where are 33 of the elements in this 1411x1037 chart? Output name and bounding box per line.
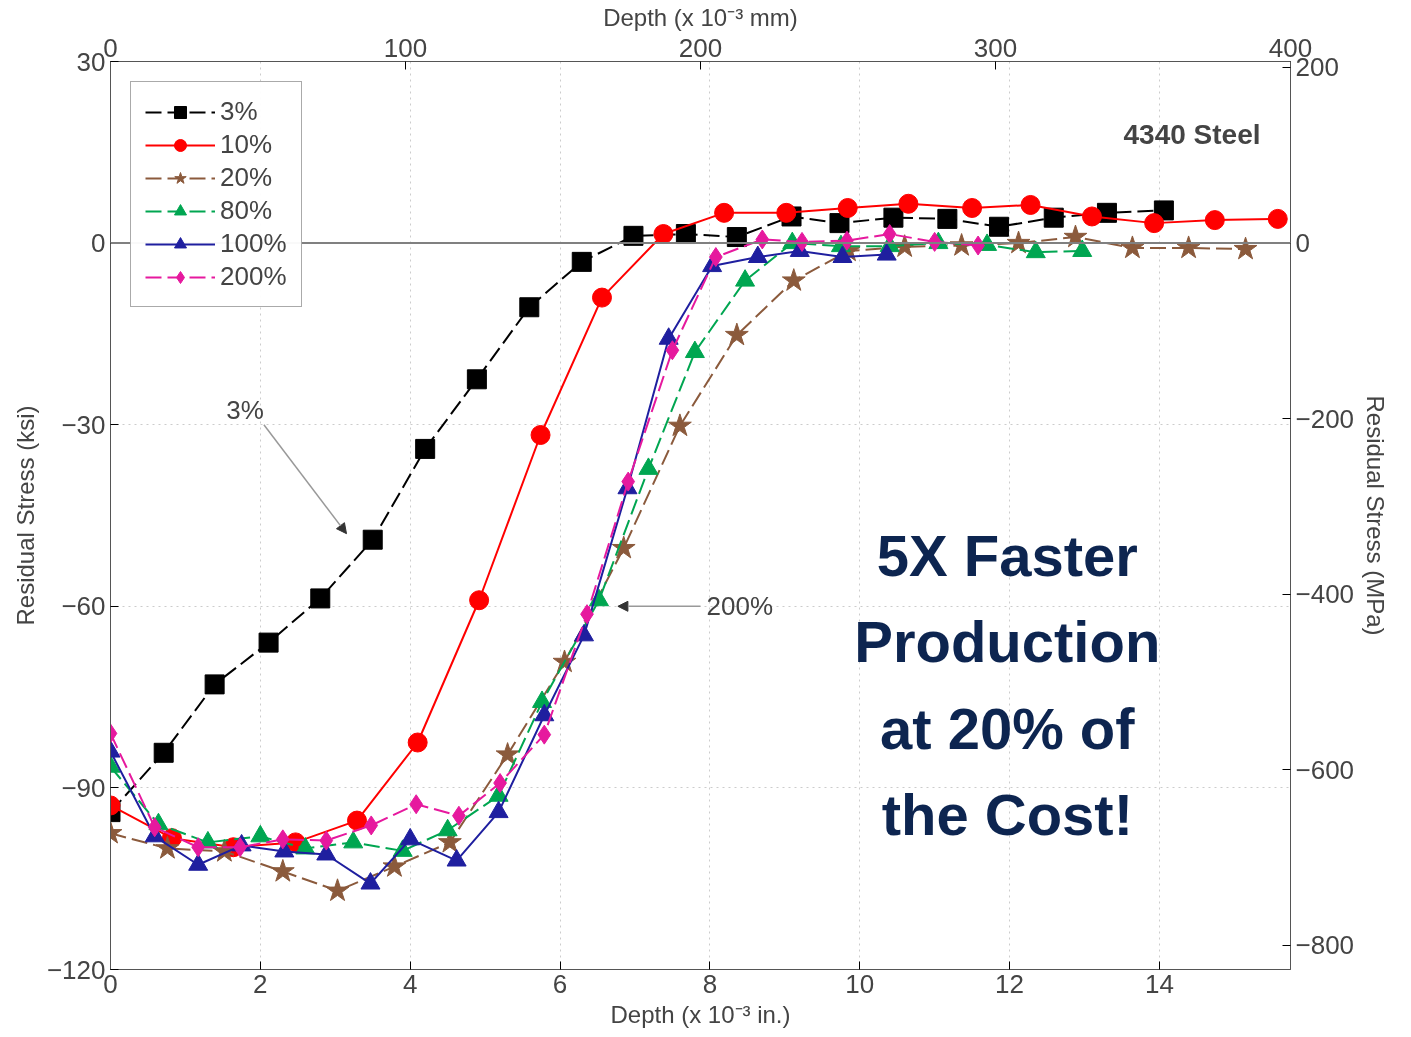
x2-tick-label: 300 bbox=[973, 32, 1018, 63]
x2-axis-title: Depth (x 10⁻³ mm) bbox=[603, 3, 798, 31]
y2-axis-title: Residual Stress (MPa) bbox=[1362, 395, 1390, 636]
annotation: 200% bbox=[706, 591, 773, 622]
y-tick-label: −90 bbox=[61, 772, 106, 803]
x-axis-title: Depth (x 10⁻³ in.) bbox=[610, 1000, 791, 1028]
x-tick-label: 6 bbox=[552, 968, 568, 999]
y2-tick-label: −200 bbox=[1295, 403, 1355, 434]
y2-tick-label: −400 bbox=[1295, 579, 1355, 610]
legend-label: 80% bbox=[220, 195, 273, 226]
x-tick-label: 14 bbox=[1144, 968, 1174, 999]
x-tick-label: 12 bbox=[995, 968, 1025, 999]
y-tick-label: −60 bbox=[61, 591, 106, 622]
legend-label: 10% bbox=[220, 129, 273, 160]
annotation: 5X Faster Production at 20% of the Cost! bbox=[854, 523, 1161, 847]
y-axis-title: Residual Stress (ksi) bbox=[11, 405, 39, 626]
y2-tick-label: −800 bbox=[1295, 930, 1355, 961]
annotation: 3% bbox=[226, 394, 264, 425]
x2-tick-label: 100 bbox=[383, 32, 428, 63]
y2-tick-label: 0 bbox=[1295, 228, 1310, 259]
y-tick-label: −30 bbox=[61, 409, 106, 440]
legend-label: 200% bbox=[220, 261, 287, 292]
annotation: 4340 Steel bbox=[1123, 118, 1261, 150]
y2-tick-label: −600 bbox=[1295, 754, 1355, 785]
x-tick-label: 10 bbox=[845, 968, 875, 999]
legend-label: 100% bbox=[220, 228, 287, 259]
x2-tick-label: 200 bbox=[678, 32, 723, 63]
x-tick-label: 4 bbox=[402, 968, 418, 999]
x-tick-label: 2 bbox=[253, 968, 268, 999]
x-tick-label: 8 bbox=[702, 968, 718, 999]
legend-label: 3% bbox=[220, 96, 258, 127]
legend-label: 20% bbox=[220, 162, 273, 193]
y-tick-label: 0 bbox=[91, 228, 106, 259]
